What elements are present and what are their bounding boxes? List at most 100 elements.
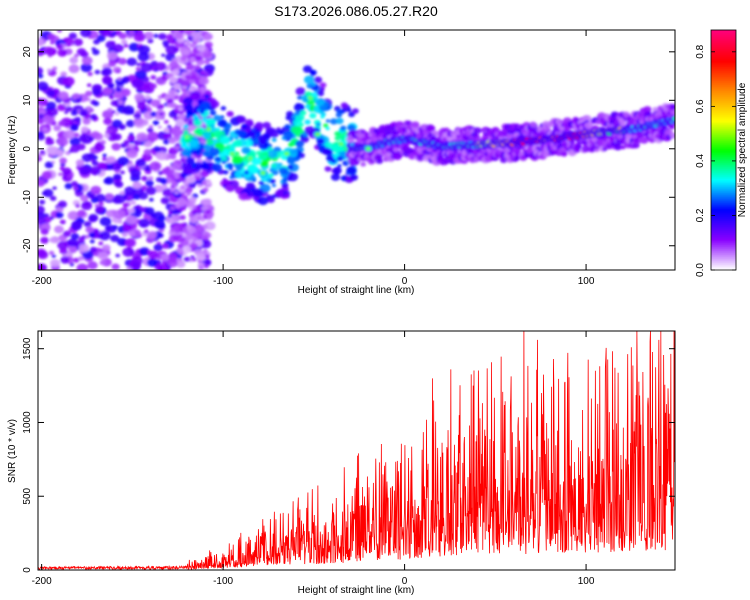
spectrogram-cell bbox=[428, 125, 436, 132]
spectrogram-cell bbox=[200, 162, 211, 171]
spectrogram-cell bbox=[45, 107, 58, 117]
snr-ytick-label: 1000 bbox=[22, 411, 33, 434]
spectrogram-cell bbox=[185, 66, 191, 70]
colorbar-step bbox=[711, 148, 736, 151]
figure-title: S173.2026.086.05.27.R20 bbox=[274, 3, 438, 19]
spectrogram-cell bbox=[38, 38, 45, 47]
spectrogram-cell bbox=[93, 39, 100, 45]
spectrogram-cell bbox=[245, 125, 252, 130]
spectrogram-cell bbox=[287, 164, 294, 170]
spectrogram-cell bbox=[58, 172, 63, 177]
spectrogram-cell bbox=[150, 111, 157, 117]
colorbar-step bbox=[711, 200, 736, 203]
colorbar-step bbox=[711, 256, 736, 259]
spectrogram-cell bbox=[125, 215, 137, 225]
spectrogram-cell bbox=[138, 192, 148, 200]
spectrogram-cell bbox=[115, 165, 122, 170]
spectrogram-cell bbox=[158, 112, 164, 116]
spectrogram-cell bbox=[325, 119, 330, 123]
colorbar-step bbox=[711, 268, 736, 271]
spectrogram-cell bbox=[53, 125, 61, 132]
spectrogram-cell bbox=[124, 238, 137, 248]
spectrogram-cell bbox=[83, 200, 91, 207]
spectrogram-cell bbox=[149, 83, 157, 89]
spectrogram-cell bbox=[336, 109, 342, 114]
spectrogram-cell bbox=[172, 234, 180, 241]
colorbar-step bbox=[711, 112, 736, 115]
spectrogram-cell bbox=[337, 164, 342, 168]
spectrogram-cell bbox=[102, 76, 113, 85]
spectrogram-cell bbox=[78, 236, 86, 242]
spectrogram-cell bbox=[38, 153, 41, 158]
spectrogram-cell bbox=[154, 219, 166, 229]
spectrogram-cell bbox=[69, 262, 75, 267]
spectrogram-cell bbox=[411, 121, 420, 128]
spectrogram-cell bbox=[165, 33, 175, 41]
spectrogram-cell bbox=[258, 136, 268, 144]
spectrogram-cell bbox=[157, 170, 164, 176]
spectrogram-cell bbox=[173, 214, 182, 221]
spectrogram-cell bbox=[76, 263, 88, 270]
spectrogram-cell bbox=[258, 180, 265, 186]
spectrogram-xtick-label: 100 bbox=[578, 276, 595, 287]
colorbar-step bbox=[711, 42, 736, 45]
spectrogram-cell bbox=[185, 135, 189, 139]
spectrogram-cell bbox=[123, 139, 130, 145]
spectrogram-cell bbox=[52, 186, 57, 190]
spectrogram-cell bbox=[86, 83, 92, 88]
colorbar-step bbox=[711, 46, 736, 49]
spectrogram-cell bbox=[202, 131, 212, 139]
spectrogram-cell bbox=[278, 130, 284, 135]
spectrogram-ytick-label: -10 bbox=[22, 190, 33, 205]
snr-xlabel: Height of straight line (km) bbox=[298, 585, 415, 596]
spectrogram-cell bbox=[92, 100, 100, 107]
spectrogram-cell bbox=[159, 177, 168, 184]
spectrogram-cell bbox=[216, 157, 221, 162]
spectrogram-cell bbox=[340, 175, 349, 182]
spectrogram-cell bbox=[187, 124, 196, 132]
spectrogram-cell bbox=[226, 111, 234, 117]
colorbar-step bbox=[711, 214, 736, 217]
colorbar-step bbox=[711, 206, 736, 209]
spectrogram-cell bbox=[57, 104, 67, 112]
spectrogram-cell bbox=[174, 91, 179, 96]
spectrogram-cell bbox=[115, 253, 120, 258]
spectrogram-cell bbox=[181, 88, 187, 93]
spectrogram-cell bbox=[103, 133, 110, 139]
colorbar-step bbox=[711, 86, 736, 89]
spectrogram-cell bbox=[59, 157, 68, 164]
spectrogram-cell bbox=[217, 119, 228, 128]
spectrogram-cell bbox=[148, 125, 154, 129]
spectrogram-cell bbox=[191, 243, 198, 249]
spectrogram-cell bbox=[181, 148, 192, 157]
spectrogram-cell bbox=[117, 77, 122, 81]
spectrogram-cell bbox=[73, 53, 80, 58]
spectrogram-ytick-label: 20 bbox=[22, 46, 33, 58]
spectrogram-cell bbox=[122, 194, 128, 199]
spectrogram-xtick-label: -100 bbox=[213, 276, 233, 287]
spectrogram-cell bbox=[94, 69, 101, 75]
spectrogram-cell bbox=[183, 41, 189, 46]
spectrogram-cell bbox=[290, 125, 301, 134]
snr-xtick-label: -200 bbox=[32, 576, 52, 587]
spectrogram-cell bbox=[115, 86, 122, 93]
spectrogram-cell bbox=[122, 202, 129, 208]
spectrogram-cell bbox=[108, 95, 115, 100]
spectrogram-cell bbox=[189, 216, 199, 224]
colorbar-step bbox=[711, 154, 736, 157]
spectrogram-cell bbox=[260, 160, 269, 168]
spectrogram-cell bbox=[123, 43, 129, 48]
spectrogram-cell bbox=[171, 180, 178, 186]
spectrogram-cell bbox=[76, 48, 87, 56]
spectrogram-cell bbox=[316, 138, 325, 145]
spectrogram-cell bbox=[110, 40, 116, 45]
spectrogram-cell bbox=[80, 63, 93, 73]
spectrogram-cell bbox=[39, 150, 46, 155]
spectrogram-cell bbox=[262, 151, 270, 157]
colorbar-step bbox=[711, 172, 736, 175]
colorbar-step bbox=[711, 244, 736, 247]
spectrogram-cell bbox=[210, 123, 216, 128]
spectrogram-cell bbox=[38, 117, 45, 125]
spectrogram-cell bbox=[40, 236, 49, 244]
spectrogram-cell bbox=[70, 110, 78, 116]
